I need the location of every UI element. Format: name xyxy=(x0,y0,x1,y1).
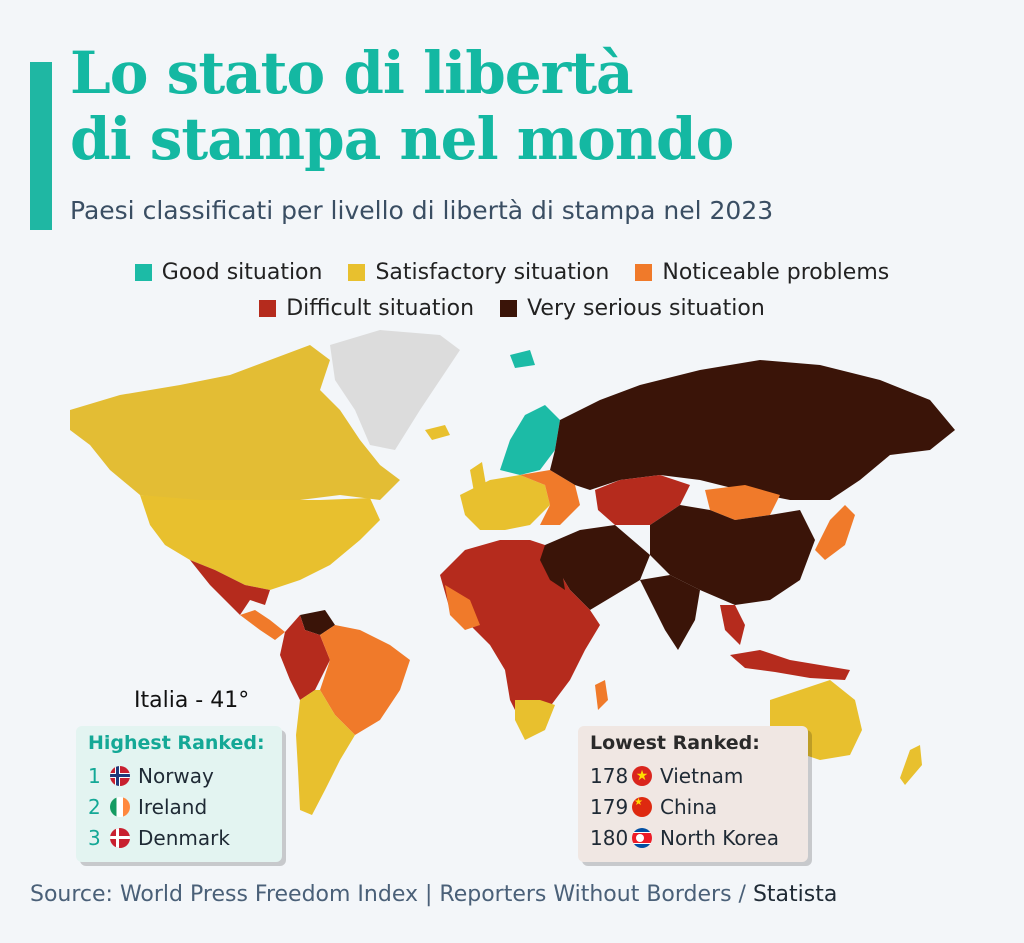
legend-row-1: Good situation Satisfactory situation No… xyxy=(0,254,1024,290)
canada-region xyxy=(70,345,400,500)
china-flag-icon: ★ xyxy=(632,796,652,817)
highest-ranked-title: Highest Ranked: xyxy=(88,732,265,754)
list-item: 180 North Korea xyxy=(590,822,796,853)
rank-number: 1 xyxy=(88,763,101,788)
russia-region xyxy=(550,360,955,500)
country-name: Vietnam xyxy=(660,763,744,788)
india-region xyxy=(640,575,700,650)
legend-item-difficult: Difficult situation xyxy=(259,296,474,321)
legend-item-satisfactory: Satisfactory situation xyxy=(348,260,609,285)
list-item: 2 Ireland xyxy=(88,791,270,822)
country-name: North Korea xyxy=(660,825,779,850)
rank-number: 179 xyxy=(590,794,629,819)
scandinavia-region xyxy=(500,405,560,475)
list-item: 178 ★ Vietnam xyxy=(590,760,796,791)
legend-swatch-very-serious xyxy=(500,299,518,317)
mongolia-region xyxy=(705,485,780,520)
legend-item-noticeable: Noticeable problems xyxy=(635,260,889,285)
denmark-flag-icon xyxy=(110,827,130,848)
southern-africa-region xyxy=(515,700,555,740)
legend-swatch-good xyxy=(134,263,152,281)
country-name: Norway xyxy=(138,763,214,788)
legend-label-noticeable: Noticeable problems xyxy=(662,259,890,285)
svalbard-region xyxy=(510,350,535,368)
legend-label-very-serious: Very serious situation xyxy=(527,295,765,321)
europe-region xyxy=(460,475,550,530)
rank-number: 178 xyxy=(590,763,629,788)
east-africa-region xyxy=(540,545,565,590)
lowest-ranked-title: Lowest Ranked: xyxy=(590,732,760,754)
indonesia-region xyxy=(730,650,850,680)
legend-item-good: Good situation xyxy=(134,259,323,285)
source-text: Source: World Press Freedom Index | Repo… xyxy=(30,882,753,907)
rank-number: 2 xyxy=(88,794,101,819)
statista-brand[interactable]: Statista xyxy=(752,882,838,907)
title-line-1: Lo stato di libertà xyxy=(70,39,634,107)
southern-cone-region xyxy=(296,690,355,815)
vietnam-flag-icon: ★ xyxy=(632,765,652,786)
rank-number: 180 xyxy=(590,825,629,850)
legend-item-very-serious: Very serious situation xyxy=(500,296,765,321)
legend-swatch-noticeable xyxy=(635,263,653,281)
china-region xyxy=(650,505,815,605)
highest-ranked-box: Highest Ranked: 1 Norway 2 Ireland 3 Den… xyxy=(76,726,282,862)
list-item: 3 Denmark xyxy=(88,822,270,853)
central-asia-region xyxy=(595,475,690,525)
list-item: 179 ★ China xyxy=(590,791,796,822)
norway-flag-icon xyxy=(110,765,130,786)
central-america-region xyxy=(240,610,285,640)
brazil-region xyxy=(320,625,410,735)
subtitle: Paesi classificati per livello di libert… xyxy=(70,196,774,225)
rank-number: 3 xyxy=(88,825,101,850)
japan-region xyxy=(815,505,855,560)
title-accent-bar xyxy=(30,62,52,230)
north-korea-flag-icon xyxy=(632,827,652,848)
south-america-region xyxy=(280,615,330,700)
country-name: Denmark xyxy=(138,825,230,850)
west-africa-region xyxy=(445,585,480,630)
legend: Good situation Satisfactory situation No… xyxy=(0,254,1024,326)
mexico-region xyxy=(190,560,270,615)
venezuela-region xyxy=(300,610,335,635)
ireland-flag-icon xyxy=(110,796,130,817)
world-map xyxy=(70,330,955,815)
country-name: Ireland xyxy=(138,794,208,819)
new-zealand-region xyxy=(900,745,922,785)
legend-swatch-difficult xyxy=(259,299,277,317)
legend-label-good: Good situation xyxy=(161,259,323,285)
page-title: Lo stato di libertà di stampa nel mondo xyxy=(70,39,734,173)
usa-region xyxy=(140,495,380,590)
list-item: 1 Norway xyxy=(88,760,270,791)
greenland-region xyxy=(330,330,460,450)
iceland-region xyxy=(425,425,450,440)
middle-east-region xyxy=(545,525,650,610)
legend-swatch-satisfactory xyxy=(348,263,366,281)
madagascar-region xyxy=(595,680,608,710)
lowest-ranked-box: Lowest Ranked: 178 ★ Vietnam 179 ★ China… xyxy=(578,726,808,862)
legend-row-2: Difficult situation Very serious situati… xyxy=(0,290,1024,326)
eastern-europe-region xyxy=(520,470,580,525)
title-line-2: di stampa nel mondo xyxy=(70,105,734,173)
legend-label-satisfactory: Satisfactory situation xyxy=(375,259,610,285)
legend-label-difficult: Difficult situation xyxy=(286,295,475,321)
southeast-asia-region xyxy=(720,605,745,645)
italia-rank-label: Italia - 41° xyxy=(134,688,250,713)
country-name: China xyxy=(660,794,718,819)
source-note: Source: World Press Freedom Index | Repo… xyxy=(30,882,837,907)
